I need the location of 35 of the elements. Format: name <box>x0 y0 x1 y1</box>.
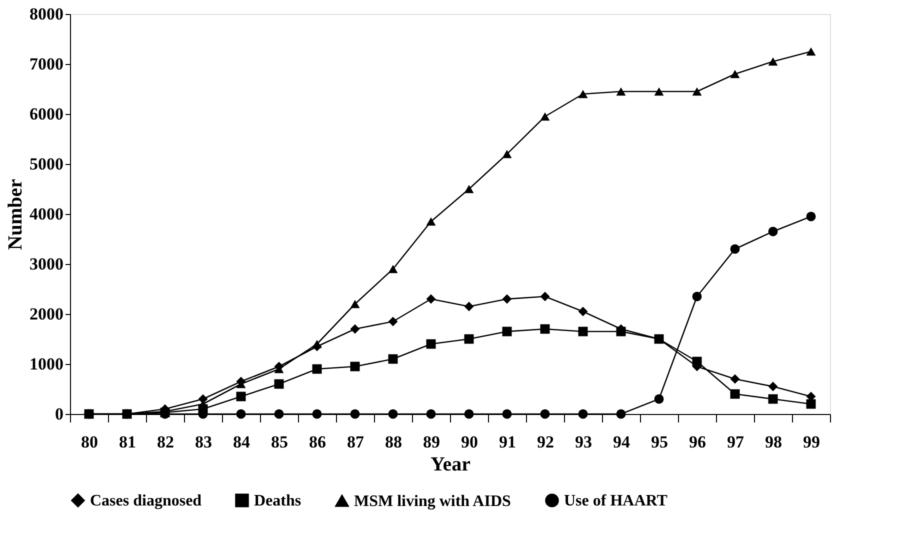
y-tick-label: 8000 <box>30 4 64 24</box>
y-tick-label: 3000 <box>30 254 64 274</box>
x-tick-label: 92 <box>537 432 554 452</box>
x-tick-label: 99 <box>803 432 820 452</box>
y-tick-label: 5000 <box>30 154 64 174</box>
x-axis-title: Year <box>430 454 471 476</box>
y-axis-title: Number <box>4 178 26 250</box>
x-tick-label: 82 <box>157 432 174 452</box>
x-tick-label: 87 <box>347 432 364 452</box>
x-tick-label: 90 <box>461 432 478 452</box>
x-tick-label: 97 <box>727 432 744 452</box>
legend-label: Cases diagnosed <box>90 492 202 510</box>
x-tick-label: 98 <box>765 432 782 452</box>
x-tick-label: 91 <box>499 432 516 452</box>
y-tick-label: 1000 <box>30 354 64 374</box>
y-tick-label: 6000 <box>30 104 64 124</box>
x-tick-label: 96 <box>689 432 706 452</box>
legend-label: MSM living with AIDS <box>354 492 512 510</box>
x-tick-label: 95 <box>651 432 668 452</box>
y-tick-label: 4000 <box>30 204 64 224</box>
x-tick-label: 89 <box>423 432 440 452</box>
legend-label: Deaths <box>254 492 302 510</box>
x-tick-label: 86 <box>309 432 326 452</box>
x-tick-label: 93 <box>575 432 592 452</box>
x-tick-label: 88 <box>385 432 402 452</box>
x-tick-label: 80 <box>81 432 98 452</box>
legend-label: Use of HAART <box>564 492 668 510</box>
y-tick-label: 2000 <box>30 304 64 324</box>
x-tick-label: 83 <box>195 432 212 452</box>
x-tick-label: 94 <box>613 432 630 452</box>
y-tick-label: 7000 <box>30 54 64 74</box>
y-tick-label: 0 <box>55 404 64 424</box>
x-tick-label: 84 <box>233 432 250 452</box>
x-tick-label: 85 <box>271 432 288 452</box>
x-tick-label: 81 <box>119 432 136 452</box>
